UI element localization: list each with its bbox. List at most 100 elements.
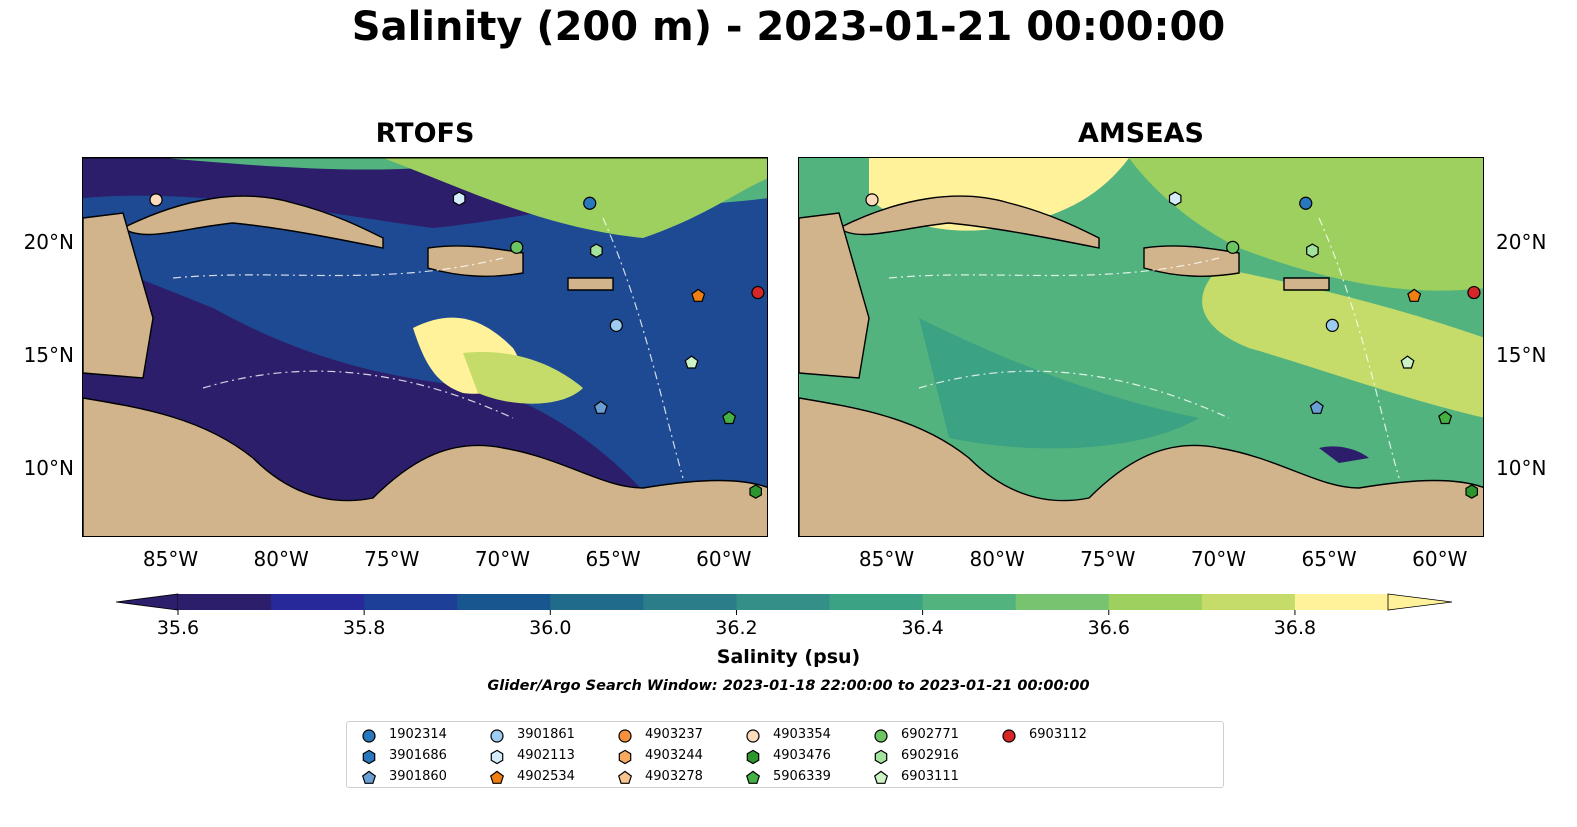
contour-lines [888, 217, 1400, 479]
float-6903111-marker[interactable] [684, 355, 699, 369]
central-south-america-landmass [83, 397, 767, 536]
rtofs-map-canvas [83, 158, 767, 536]
legend-marker [874, 749, 888, 765]
float-6903112-marker[interactable] [751, 285, 765, 300]
legend-marker-icon [489, 770, 505, 784]
colorbar-tick-label: 36.4 [901, 617, 943, 639]
colorbar-tick-label: 36.0 [529, 617, 571, 639]
legend-marker-icon [490, 749, 504, 765]
colorbar-ticks: 35.6 35.8 36.0 36.2 36.4 36.6 36.8 [157, 610, 1316, 639]
float-3901860-marker[interactable] [1309, 400, 1324, 414]
legend-label: 4903476 [773, 748, 831, 763]
amseas-map-canvas [799, 158, 1483, 536]
float-4902113-marker[interactable] [1168, 191, 1182, 206]
salinity-band-higher [1129, 158, 1483, 291]
cuba-landmass [837, 195, 1100, 249]
search-window-text: Glider/Argo Search Window: 2023-01-18 22… [487, 678, 1090, 694]
legend-marker-icon [874, 749, 888, 765]
legend-marker [746, 729, 760, 743]
colorbar-segment [643, 594, 737, 610]
lon-tick-label: 80°W [969, 547, 1025, 571]
legend-label: 4902113 [517, 748, 575, 763]
cuba-landmass [121, 195, 384, 249]
colorbar-tick-label: 35.8 [343, 617, 385, 639]
legend-marker-icon [361, 770, 377, 784]
legend-label: 6903111 [901, 769, 959, 784]
float-4903476-marker[interactable] [1465, 484, 1479, 499]
legend-marker-icon [618, 729, 632, 743]
float-5906339-marker[interactable] [1438, 410, 1453, 425]
panel-title-amseas: AMSEAS [1078, 118, 1204, 149]
float-4902113-marker[interactable] [452, 191, 466, 206]
float-3901861-marker[interactable] [1325, 318, 1339, 332]
legend-label: 6902916 [901, 748, 959, 763]
legend-marker-icon [746, 729, 760, 743]
float-markers [865, 191, 1481, 499]
colorbar-segment [1294, 594, 1389, 610]
float-3901860-marker[interactable] [593, 400, 608, 414]
colorbar-tick-label: 36.6 [1088, 617, 1130, 639]
lon-tick-label: 60°W [1412, 547, 1468, 571]
float-6902771-marker[interactable] [510, 240, 524, 254]
float-legend: 1902314 3901686 3901860 3901861 4902113 49025… [346, 721, 1224, 788]
legend-label: 3901861 [517, 727, 575, 742]
legend-marker [490, 749, 504, 765]
central-south-america-landmass [799, 397, 1483, 536]
figure-title: Salinity (200 m) - 2023-01-21 00:00:00 [351, 4, 1226, 50]
float-6902916-marker[interactable] [1306, 243, 1319, 258]
legend-marker-icon [490, 729, 504, 743]
colorbar-extend-low [116, 593, 179, 611]
legend-marker [362, 729, 376, 743]
lon-tick-label: 65°W [585, 547, 641, 571]
legend-marker [618, 729, 632, 743]
float-5906339-marker[interactable] [722, 410, 737, 425]
legend-marker [490, 729, 504, 743]
lon-tick-label: 80°W [253, 547, 309, 571]
legend-marker [618, 749, 632, 765]
salinity-high-patch [463, 352, 583, 404]
panel-title-rtofs: RTOFS [375, 118, 475, 149]
lat-tick-label: 20°N [23, 229, 74, 254]
colorbar-segment [736, 594, 831, 610]
colorbar-segment [922, 594, 1017, 610]
rtofs-map[interactable] [82, 157, 768, 537]
colorbar-label: Salinity (psu) [716, 646, 861, 668]
legend-label: 3901686 [389, 748, 447, 763]
colorbar-segment [829, 594, 924, 610]
lat-tick-label: 10°N [1496, 456, 1547, 481]
legend-marker [745, 770, 761, 784]
legend-label: 4902534 [517, 769, 575, 784]
legend-marker-icon [362, 749, 376, 765]
legend-marker-icon [874, 729, 888, 743]
amseas-map[interactable] [798, 157, 1484, 537]
salinity-colorbar: 35.6 35.8 36.0 36.2 36.4 36.6 36.8 [116, 593, 1452, 639]
float-4903354-marker[interactable] [149, 193, 163, 207]
legend-label: 6902771 [901, 727, 959, 742]
float-6902771-marker[interactable] [1226, 240, 1240, 254]
salinity-band-lower [919, 318, 1199, 449]
colorbar-tick-label: 36.2 [715, 617, 757, 639]
float-3901861-marker[interactable] [609, 318, 623, 332]
salinity-band-mid [83, 183, 767, 536]
float-6903112-marker[interactable] [1467, 285, 1481, 300]
float-1902314-marker[interactable] [1299, 196, 1313, 210]
yucatan-landmass [799, 212, 870, 379]
float-4902534-marker[interactable] [1407, 288, 1422, 302]
float-6902916-marker[interactable] [590, 243, 603, 258]
float-4903476-marker[interactable] [749, 484, 763, 499]
colorbar-segment [1201, 594, 1296, 610]
legend-label: 4903278 [645, 769, 703, 784]
colorbar-segment [1015, 594, 1110, 610]
legend-label: 1902314 [389, 727, 447, 742]
contour-lines [172, 217, 684, 479]
float-6903111-marker[interactable] [1400, 355, 1415, 369]
puerto-rico-landmass [1283, 277, 1330, 291]
legend-marker-icon [362, 729, 376, 743]
legend-label: 6903112 [1029, 727, 1087, 742]
float-4903354-marker[interactable] [865, 193, 879, 207]
legend-marker [1002, 729, 1016, 743]
legend-marker-icon [746, 749, 760, 765]
float-4902534-marker[interactable] [691, 288, 706, 302]
legend-marker-icon [617, 770, 633, 784]
float-1902314-marker[interactable] [583, 196, 597, 210]
